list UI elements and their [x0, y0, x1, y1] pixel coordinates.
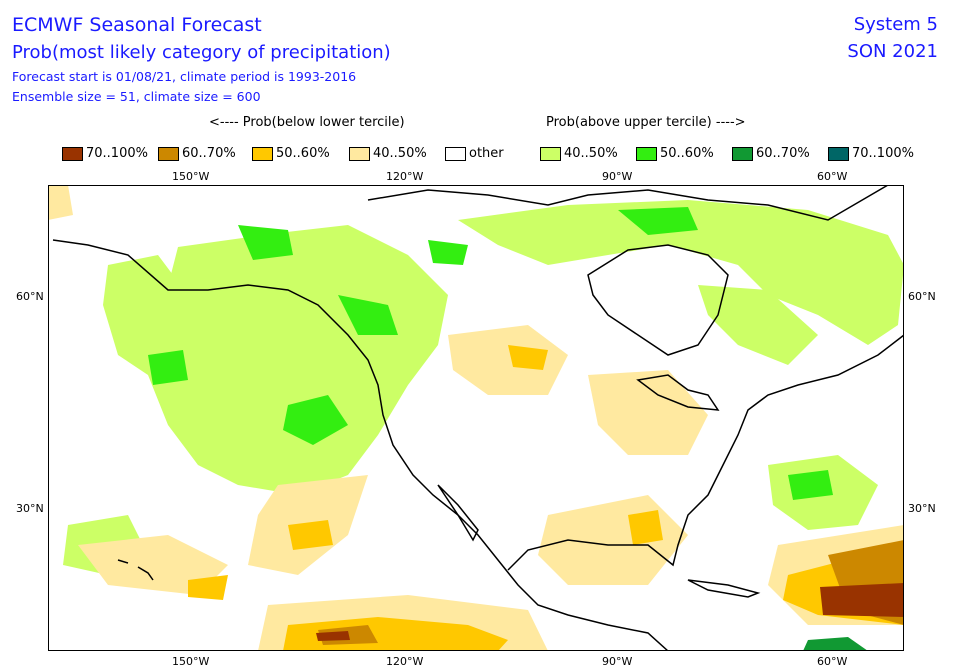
- lon-label-bottom-60w: 60°W: [817, 655, 848, 668]
- lat-label-right-60n: 60°N: [908, 290, 936, 303]
- shading-below-50-60: [288, 520, 333, 550]
- legend-item-above-60-70: 60..70%: [732, 146, 810, 161]
- forecast-map-canvas: [48, 185, 904, 651]
- legend-above-heading: Prob(above upper tercile) ---->: [546, 115, 746, 130]
- legend-swatch: [62, 146, 83, 161]
- lat-label-right-30n: 30°N: [908, 502, 936, 515]
- map-title: ECMWF Seasonal Forecast: [12, 14, 262, 36]
- shading-above-50-60: [148, 350, 188, 385]
- legend-item-below-60-70: 60..70%: [158, 146, 236, 161]
- coastline-gulf-east: [507, 334, 904, 571]
- legend-swatch: [828, 146, 849, 161]
- coastline-hawaii: [117, 559, 154, 581]
- legend-item-below-70-100: 70..100%: [62, 146, 148, 161]
- shading-below-50-60: [628, 510, 663, 545]
- legend-label: 60..70%: [182, 146, 236, 161]
- shading-above-40-50: [458, 200, 904, 345]
- shading-above-50-60: [283, 395, 348, 445]
- shading-below-70-100: [316, 631, 350, 641]
- shading-below-70-100: [820, 583, 904, 617]
- forecast-map: [48, 185, 904, 651]
- legend-swatch: [445, 146, 466, 161]
- legend-item-other: other: [445, 146, 504, 161]
- shading-below-40-50: [448, 325, 568, 395]
- legend-item-below-50-60: 50..60%: [252, 146, 330, 161]
- shading-below-40-50: [588, 370, 708, 455]
- map-subtitle: Prob(most likely category of precipitati…: [12, 42, 391, 63]
- legend-label: 70..100%: [86, 146, 148, 161]
- coastline-cuba: [687, 579, 761, 598]
- coastline-great-lakes: [636, 374, 720, 411]
- shading-below-50-60: [508, 345, 548, 370]
- shading-above-40-50: [103, 255, 188, 375]
- shading-below-50-60: [188, 575, 228, 600]
- ensemble-size-info: Ensemble size = 51, climate size = 600: [12, 89, 261, 104]
- shading-above-40-50: [148, 225, 448, 495]
- legend-swatch: [158, 146, 179, 161]
- lat-label-left-30n: 30°N: [16, 502, 44, 515]
- shading-below-40-50: [48, 185, 73, 220]
- lat-label-left-60n: 60°N: [16, 290, 44, 303]
- lon-label-top-60w: 60°W: [817, 170, 848, 183]
- lon-label-bottom-90w: 90°W: [602, 655, 633, 668]
- above-tercile-shading: [63, 200, 904, 651]
- coastline-hudson-bay: [587, 244, 729, 356]
- legend-swatch: [636, 146, 657, 161]
- shading-above-50-60: [238, 225, 293, 260]
- shading-above-50-60: [338, 295, 398, 335]
- coastline-north-america: [52, 239, 669, 651]
- legend-swatch: [349, 146, 370, 161]
- legend-label: other: [469, 146, 504, 161]
- shading-above-40-50: [698, 285, 818, 365]
- map-border: [48, 185, 904, 651]
- lon-label-bottom-120w: 120°W: [386, 655, 424, 668]
- legend-label: 60..70%: [756, 146, 810, 161]
- lon-label-top-120w: 120°W: [386, 170, 424, 183]
- lon-label-bottom-150w: 150°W: [172, 655, 210, 668]
- season-label: SON 2021: [847, 41, 938, 62]
- legend-label: 40..50%: [373, 146, 427, 161]
- legend-label: 50..60%: [276, 146, 330, 161]
- legend-item-above-70-100: 70..100%: [828, 146, 914, 161]
- coastline-baja: [437, 484, 479, 542]
- shading-above-50-60: [618, 207, 698, 235]
- legend-swatch: [732, 146, 753, 161]
- legend-item-below-40-50: 40..50%: [349, 146, 427, 161]
- legend-label: 70..100%: [852, 146, 914, 161]
- system-label: System 5: [853, 14, 938, 35]
- shading-above-60-70: [803, 637, 868, 651]
- lon-label-top-90w: 90°W: [602, 170, 633, 183]
- legend-label: 40..50%: [564, 146, 618, 161]
- shading-above-50-60: [788, 470, 833, 500]
- legend-item-above-50-60: 50..60%: [636, 146, 714, 161]
- shading-above-50-60: [428, 240, 468, 265]
- legend-item-above-40-50: 40..50%: [540, 146, 618, 161]
- forecast-start-info: Forecast start is 01/08/21, climate peri…: [12, 69, 357, 84]
- legend-below-heading: <---- Prob(below lower tercile): [209, 115, 405, 130]
- coastline-arctic-islands: [367, 185, 889, 221]
- below-tercile-shading: [48, 185, 904, 651]
- lon-label-top-150w: 150°W: [172, 170, 210, 183]
- legend-swatch: [252, 146, 273, 161]
- legend-label: 50..60%: [660, 146, 714, 161]
- coastlines: [52, 185, 904, 651]
- legend-swatch: [540, 146, 561, 161]
